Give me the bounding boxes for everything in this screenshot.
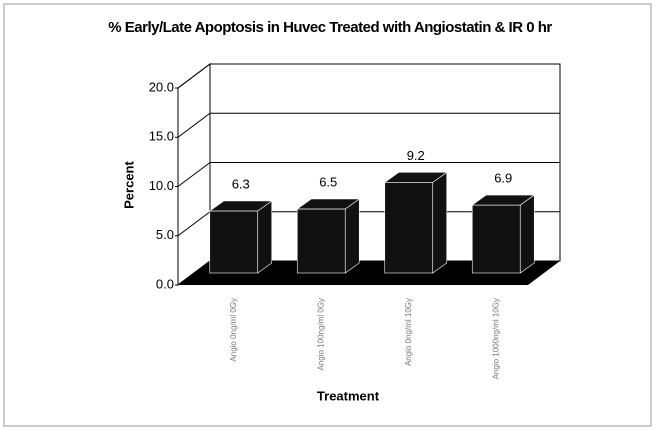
bar-top xyxy=(208,200,273,212)
y-tick-label: 10.0 xyxy=(149,178,174,193)
bar-front xyxy=(384,182,434,274)
y-tick-label: 20.0 xyxy=(149,79,174,94)
grid-line xyxy=(177,162,211,187)
chart-frame xyxy=(3,3,652,427)
grid-line xyxy=(177,63,211,89)
grid-line xyxy=(177,260,211,286)
bar-front xyxy=(296,208,346,274)
data-label: 9.2 xyxy=(407,148,425,163)
bar-side xyxy=(432,171,448,274)
bar-top xyxy=(471,194,536,206)
bar-top xyxy=(383,172,448,183)
grid-line xyxy=(177,112,211,138)
x-axis-label: Treatment xyxy=(317,388,380,403)
data-label: 6.9 xyxy=(494,170,512,185)
x-tick-label: Angio 0ng/ml 10Gy xyxy=(404,298,413,366)
floor xyxy=(178,261,560,285)
bar-side xyxy=(257,200,273,274)
chart-title: % Early/Late Apoptosis in Huvec Treated … xyxy=(108,19,552,36)
x-tick-label: Angio 0ng/ml 0Gy xyxy=(229,298,238,362)
bar-front xyxy=(209,210,259,274)
bar-side xyxy=(519,194,535,274)
x-tick-label: Angio 100ng/ml 0Gy xyxy=(316,298,325,371)
data-label: 6.5 xyxy=(319,174,337,189)
bar-top xyxy=(296,198,361,210)
y-tick-label: 0.0 xyxy=(156,276,174,291)
bar-side xyxy=(344,198,360,274)
data-label: 6.3 xyxy=(232,176,250,191)
y-tick-label: 5.0 xyxy=(156,227,174,242)
bar-front xyxy=(471,204,521,274)
y-axis-label: Percent xyxy=(121,160,136,208)
grid-line xyxy=(177,211,211,237)
y-tick-label: 15.0 xyxy=(149,129,174,144)
x-tick-label: Angio 1000ng/ml 10Gy xyxy=(491,298,500,379)
